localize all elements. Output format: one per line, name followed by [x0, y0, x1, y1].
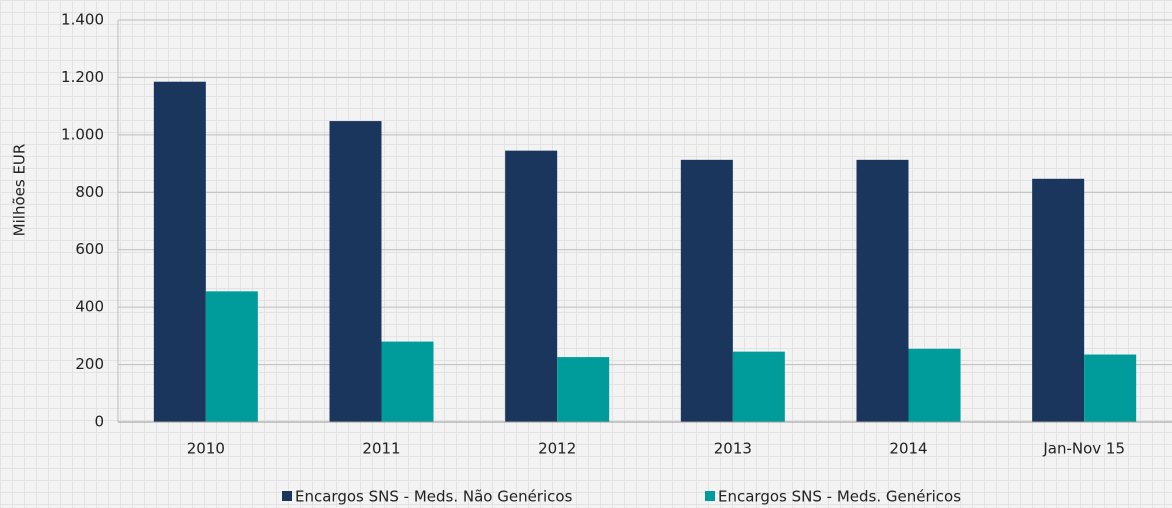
x-tick-label: 2014	[889, 440, 927, 458]
y-tick-label: 600	[75, 240, 104, 258]
legend-label: Encargos SNS - Meds. Não Genéricos	[295, 488, 573, 506]
bar	[205, 291, 258, 422]
y-tick-label: 1.400	[61, 11, 104, 29]
bar	[557, 357, 610, 422]
bar	[732, 351, 785, 422]
y-tick-label: 800	[75, 183, 104, 201]
legend-swatch	[282, 491, 292, 501]
x-tick-label: 2012	[538, 440, 576, 458]
bar	[680, 159, 733, 423]
y-tick-label: 0	[94, 413, 104, 431]
bar	[505, 150, 558, 422]
x-tick-label: Jan-Nov 15	[1042, 440, 1125, 458]
x-tick-label: 2010	[187, 440, 225, 458]
x-tick-label: 2011	[362, 440, 400, 458]
bar	[329, 121, 382, 423]
bar	[856, 159, 909, 423]
legend-label: Encargos SNS - Meds. Genéricos	[718, 488, 961, 506]
legend-swatch	[705, 491, 715, 501]
x-tick-label: 2013	[714, 440, 752, 458]
bar	[153, 81, 206, 422]
y-tick-label: 1.200	[61, 68, 104, 86]
bar	[908, 348, 961, 422]
y-tick-label: 1.000	[61, 125, 104, 143]
y-tick-label: 400	[75, 298, 104, 316]
bar	[1084, 354, 1137, 422]
y-tick-label: 200	[75, 355, 104, 373]
y-axis-label: Milhões EUR	[11, 144, 29, 237]
bar	[381, 341, 434, 422]
bar	[1032, 178, 1085, 422]
